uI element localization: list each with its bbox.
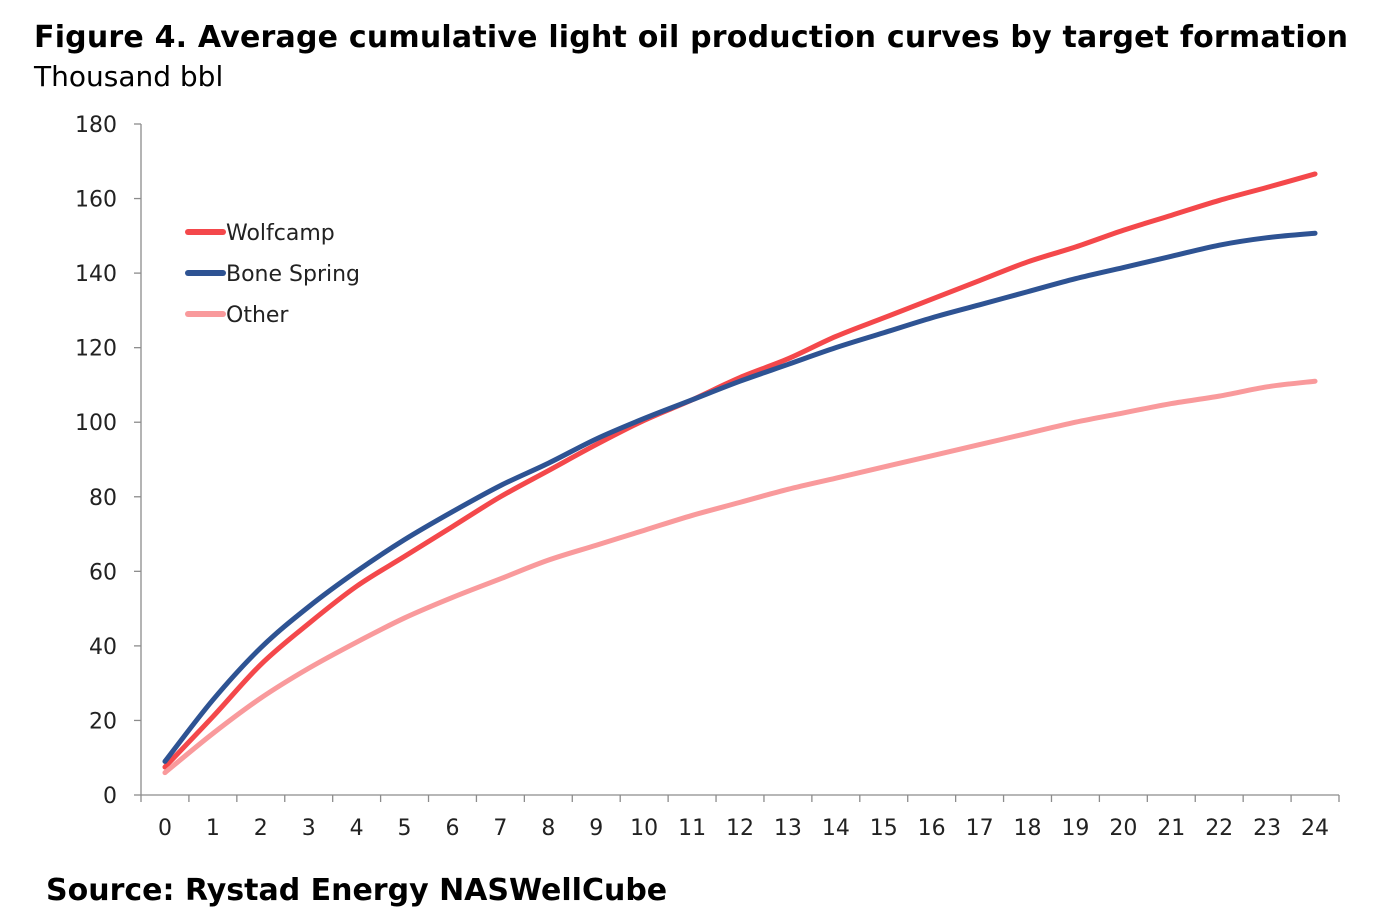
y-tick-label: 180 <box>75 113 117 138</box>
x-tick-label: 1 <box>206 816 220 841</box>
x-tick-label: 19 <box>1061 816 1089 841</box>
series-line-bone-spring <box>162 230 1318 764</box>
x-tick-label: 4 <box>350 816 364 841</box>
x-tick-label: 3 <box>302 816 316 841</box>
series-line-wolfcamp <box>162 171 1318 770</box>
x-tick-label: 17 <box>966 816 994 841</box>
x-tick-label: 15 <box>870 816 898 841</box>
legend-label-wolfcamp: Wolfcamp <box>226 221 335 246</box>
x-tick-label: 0 <box>158 816 172 841</box>
x-tick-label: 13 <box>774 816 802 841</box>
x-axis-ticks: 0 1 2 3 4 5 6 7 8 9 10 11 12 13 14 15 16 17 18 19 20 21 22 23 24 <box>140 795 1340 841</box>
y-axis-ticks: 0 20 40 60 80 100 120 140 160 180 <box>75 113 141 809</box>
y-tick-label: 40 <box>89 635 117 660</box>
x-tick-label: 12 <box>726 816 754 841</box>
x-tick-label: 14 <box>822 816 850 841</box>
x-tick-label: 8 <box>541 816 555 841</box>
y-tick-label: 160 <box>75 188 117 213</box>
y-tick-label: 20 <box>89 709 117 734</box>
series-line-other <box>162 378 1318 776</box>
chart-unit-label: Thousand bbl <box>34 60 224 93</box>
x-tick-label: 23 <box>1253 816 1281 841</box>
x-tick-label: 24 <box>1301 816 1329 841</box>
source-note: Source: Rystad Energy NASWellCube <box>46 873 668 908</box>
legend-label-other: Other <box>226 303 289 328</box>
y-tick-label: 140 <box>75 262 117 287</box>
y-tick-label: 100 <box>75 411 117 436</box>
y-tick-label: 120 <box>75 337 117 362</box>
y-tick-label: 60 <box>89 560 117 585</box>
x-tick-label: 10 <box>630 816 658 841</box>
legend-label-bone-spring: Bone Spring <box>226 262 360 287</box>
x-tick-label: 7 <box>493 816 507 841</box>
x-tick-label: 11 <box>678 816 706 841</box>
x-tick-label: 6 <box>445 816 459 841</box>
x-tick-label: 5 <box>398 816 412 841</box>
chart-title: Figure 4. Average cumulative light oil p… <box>34 20 1349 55</box>
x-tick-label: 2 <box>254 816 268 841</box>
y-tick-label: 0 <box>103 784 117 809</box>
series-lines <box>162 171 1318 776</box>
axes <box>140 124 1339 796</box>
legend: Wolfcamp Bone Spring Other <box>185 221 360 328</box>
y-tick-label: 80 <box>89 486 117 511</box>
x-tick-label: 9 <box>589 816 603 841</box>
x-tick-label: 22 <box>1205 816 1233 841</box>
x-tick-label: 18 <box>1014 816 1042 841</box>
x-tick-label: 21 <box>1157 816 1185 841</box>
x-tick-label: 16 <box>918 816 946 841</box>
x-tick-label: 20 <box>1109 816 1137 841</box>
